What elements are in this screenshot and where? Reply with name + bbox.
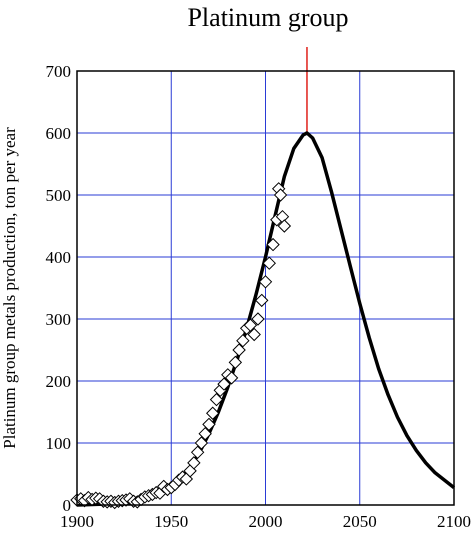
data-points <box>70 182 292 510</box>
data-point <box>202 417 216 432</box>
data-point <box>277 219 292 233</box>
data-point <box>255 293 269 308</box>
data-point <box>209 392 224 407</box>
y-tick-label: 0 <box>63 496 72 515</box>
data-point <box>217 377 231 391</box>
data-point <box>243 318 258 332</box>
data-point <box>190 445 205 460</box>
y-tick-label: 400 <box>46 248 72 267</box>
x-tick-label: 1900 <box>60 512 94 531</box>
y-tick-label: 500 <box>46 186 72 205</box>
chart-title: Platinum group <box>187 3 348 32</box>
y-tick-label: 600 <box>46 124 72 143</box>
y-tick-label: 700 <box>46 62 72 81</box>
data-point <box>187 456 201 470</box>
tick-labels: 1900 1950 2000 2050 2100 0 100 200 300 400 500 600 7… <box>46 62 472 531</box>
y-tick-label: 100 <box>46 434 72 453</box>
data-point <box>236 333 250 348</box>
grid <box>77 71 454 505</box>
data-point <box>206 406 220 420</box>
data-point <box>258 275 273 289</box>
data-point <box>262 256 276 270</box>
data-point <box>273 188 288 202</box>
data-point <box>228 355 243 370</box>
data-point <box>247 327 261 342</box>
y-axis-label: Platinum group metals production, ton pe… <box>0 127 19 449</box>
data-point <box>232 343 246 357</box>
x-tick-label: 2100 <box>437 512 471 531</box>
data-point <box>194 436 209 450</box>
data-point <box>224 371 239 385</box>
x-tick-label: 1950 <box>154 512 188 531</box>
x-tick-label: 2000 <box>249 512 283 531</box>
data-point <box>266 237 280 252</box>
data-point <box>198 426 212 441</box>
y-tick-label: 200 <box>46 372 72 391</box>
x-tick-label: 2050 <box>343 512 377 531</box>
data-point <box>251 312 265 326</box>
plot-frame <box>76 70 455 506</box>
y-tick-label: 300 <box>46 310 72 329</box>
